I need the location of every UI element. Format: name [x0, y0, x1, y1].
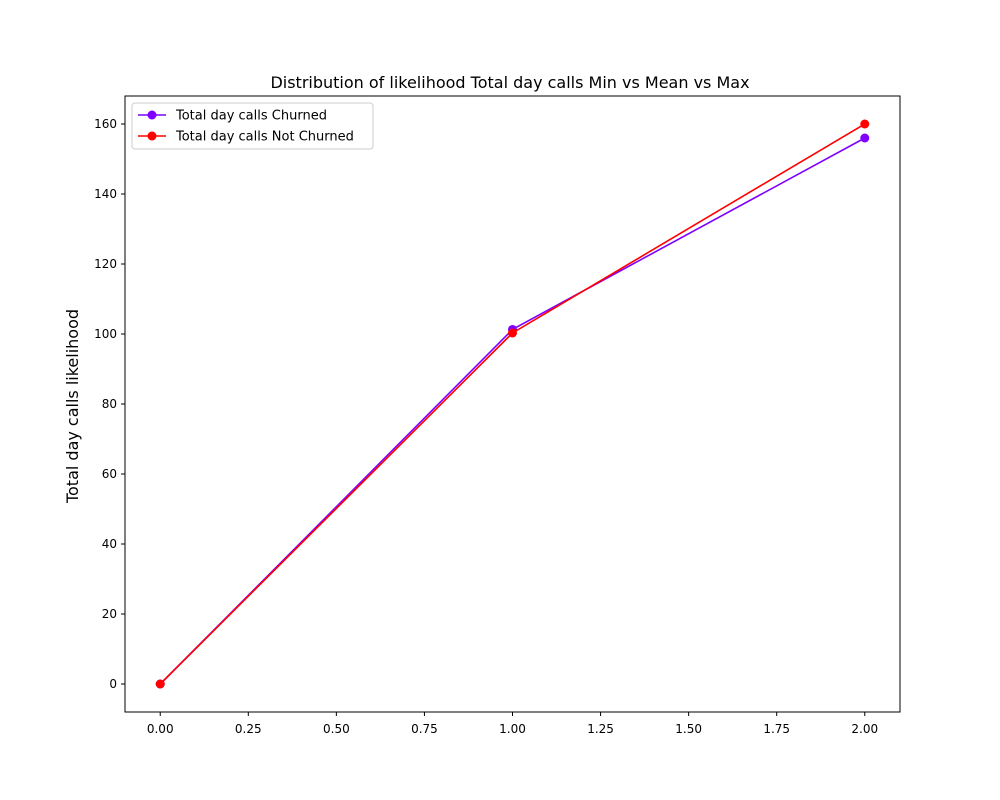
- x-tick-label: 0.75: [411, 722, 438, 736]
- data-point: [508, 328, 517, 338]
- y-tick-label: 20: [102, 607, 117, 621]
- y-tick-label: 80: [102, 397, 117, 411]
- legend-box: [131, 102, 374, 150]
- y-tick-label: 100: [94, 327, 117, 341]
- x-tick-label: 1.25: [587, 722, 614, 736]
- chart-title: Distribution of likelihood Total day cal…: [270, 73, 749, 92]
- x-axis: 0.00 0.25 0.50 0.75 1.00 1.25 1.50 1.75 2.00: [147, 712, 878, 736]
- plot-area-frame: [124, 95, 901, 713]
- y-tick-label: 40: [102, 537, 117, 551]
- series-line-1: [159, 123, 866, 685]
- legend: Total day calls Churned Total day calls N…: [131, 102, 374, 150]
- x-tick-label: 0.25: [235, 722, 262, 736]
- x-tick-label: 0.50: [323, 722, 350, 736]
- y-axis-label: Total day calls likelihood: [63, 309, 82, 504]
- y-tick-label: 60: [102, 467, 117, 481]
- y-tick-label: 160: [94, 117, 117, 131]
- legend-label-1: Total day calls Not Churned: [175, 130, 354, 145]
- series-layer: [155, 119, 870, 689]
- x-tick-label: 1.50: [675, 722, 702, 736]
- y-tick-label: 0: [109, 677, 117, 691]
- data-point: [860, 119, 870, 129]
- x-tick-label: 0.00: [147, 722, 174, 736]
- legend-marker-0: [147, 110, 157, 120]
- y-tick-label: 140: [94, 187, 117, 201]
- data-point: [155, 679, 165, 689]
- data-point: [860, 133, 870, 143]
- x-tick-label: 1.75: [763, 722, 790, 736]
- x-tick-label: 2.00: [851, 722, 878, 736]
- y-axis: 0 20 40 60 80 100 120 140 160: [94, 117, 125, 691]
- legend-label-0: Total day calls Churned: [175, 109, 327, 124]
- x-tick-label: 1.00: [499, 722, 526, 736]
- y-tick-label: 120: [94, 257, 117, 271]
- legend-marker-1: [147, 131, 157, 141]
- series-line-0: [159, 137, 866, 685]
